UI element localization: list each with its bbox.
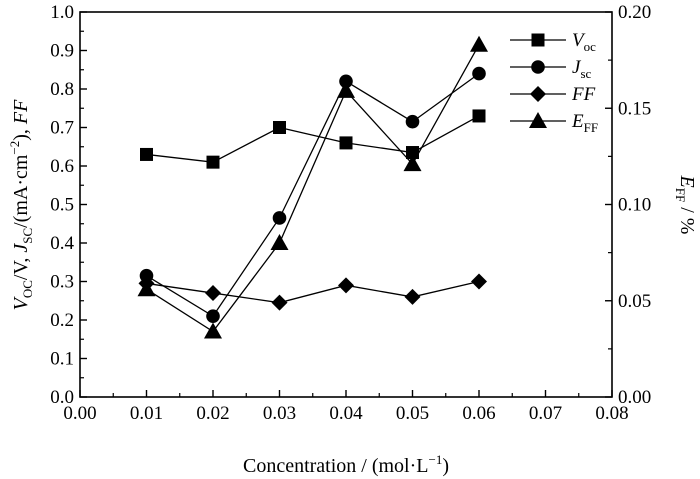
series-eff-point (470, 35, 488, 52)
ticks-layer: 0.00 0.01 0.02 0.03 0.04 0.05 0.06 0.07 0.080.00… (50, 2, 651, 424)
legend-item-ff-label: FF (571, 84, 596, 105)
series-jsc-line (146, 73, 480, 318)
y-tick-label: 0.4 (50, 233, 74, 254)
y2-tick-label: 0.05 (618, 291, 651, 312)
series-ff-line (146, 280, 480, 304)
series-eff-point (204, 322, 222, 339)
y-tick-label: 0.2 (50, 310, 74, 331)
legend-item-jsc-label: Jsc (572, 57, 591, 81)
series-eff-point (403, 155, 422, 172)
legend-item-voc-marker (531, 33, 545, 47)
y-tick-label: 0.0 (50, 387, 74, 408)
legend-item-ff-marker (530, 86, 546, 102)
legend-item-ff: FF (510, 84, 596, 105)
series-eff-point (270, 234, 289, 250)
series-ff-point (404, 288, 421, 305)
legend-item-eff-marker (529, 112, 547, 128)
y2-tick-label: 0.10 (618, 195, 651, 216)
y-tick-label: 0.6 (50, 156, 74, 177)
x-axis-title: Concentration / (mol·L−1) (243, 452, 449, 477)
x-tick-label: 0.04 (329, 403, 363, 424)
series-voc-point (406, 146, 419, 160)
x-tick-label: 0.03 (263, 403, 296, 424)
series-voc-point (339, 136, 353, 150)
series-voc-line (146, 115, 480, 163)
series-eff (137, 35, 488, 339)
series-jsc-point (339, 74, 353, 89)
series-jsc (139, 66, 486, 323)
y-tick-label: 0.5 (50, 195, 74, 216)
x-tick-label: 0.08 (595, 403, 628, 424)
y2-tick-label: 0.20 (618, 2, 651, 23)
legend-item-voc: Voc (510, 30, 596, 54)
y-tick-label: 0.3 (50, 272, 74, 293)
series-jsc-point (272, 211, 287, 225)
series-voc (140, 109, 486, 169)
y-tick-label: 0.1 (50, 349, 74, 370)
x-tick-label: 0.07 (529, 403, 562, 424)
y2-tick-label: 0.15 (618, 98, 651, 119)
y-tick-label: 1.0 (50, 2, 74, 23)
legend-item-jsc: Jsc (510, 57, 591, 81)
legend-item-jsc-marker (531, 60, 545, 74)
legend-item-voc-label: Voc (572, 30, 596, 54)
series-voc-point (472, 109, 486, 123)
x-tick-label: 0.02 (196, 403, 229, 424)
series-voc-point (140, 147, 153, 161)
legend-item-eff-label: EFF (571, 111, 598, 135)
y-tick-label: 0.8 (50, 79, 74, 100)
series-layer (137, 35, 488, 339)
series-eff-point (337, 81, 355, 98)
series-ff-point (338, 277, 354, 294)
x-tick-label: 0.06 (462, 403, 495, 424)
series-ff (138, 273, 487, 311)
x-tick-label: 0.01 (130, 403, 163, 424)
series-jsc-point (206, 309, 220, 323)
series-voc-point (206, 155, 220, 169)
y-tick-label: 0.9 (50, 41, 74, 62)
x-tick-label: 0.00 (63, 403, 96, 424)
series-ff-point (205, 285, 221, 302)
series-jsc-point (472, 66, 486, 81)
series-ff-point (471, 273, 487, 290)
legend-item-eff: EFF (510, 111, 598, 135)
series-eff-point (137, 280, 156, 297)
series-voc-point (273, 121, 286, 134)
series-eff-line (146, 44, 480, 333)
series-jsc-point (405, 114, 420, 129)
y2-tick-label: 0.00 (618, 387, 651, 408)
y-axis-title: VOC/V, JSC/(mA·cm−2), FF (7, 99, 35, 311)
x-tick-label: 0.05 (396, 403, 429, 424)
y2-axis-title: EFF / % (673, 175, 698, 235)
legend: Voc Jsc FF EFF (510, 30, 598, 135)
series-ff-point (271, 294, 288, 311)
y-tick-label: 0.7 (50, 118, 74, 139)
